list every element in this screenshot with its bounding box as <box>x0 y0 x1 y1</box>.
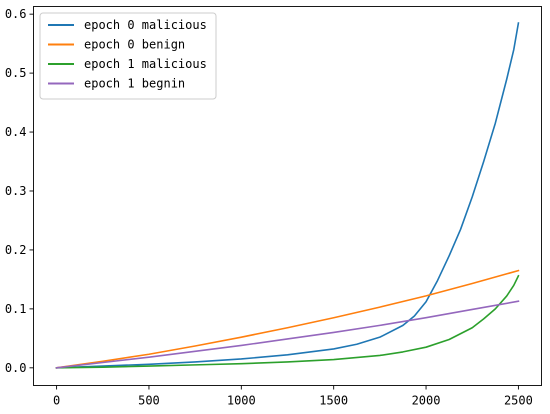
y-tick-label: 0.3 <box>5 184 27 198</box>
y-tick-label: 0.0 <box>5 361 27 375</box>
x-tick-label: 2000 <box>412 394 441 408</box>
x-tick-label: 500 <box>138 394 160 408</box>
x-tick-label: 0 <box>53 394 60 408</box>
y-tick-label: 0.4 <box>5 125 27 139</box>
axes-frame <box>33 6 542 386</box>
y-tick-label: 0.1 <box>5 302 27 316</box>
series-line-3 <box>55 300 520 369</box>
legend-label-3: epoch 1 begnin <box>84 77 185 91</box>
legend-box <box>39 12 217 100</box>
legend-label-2: epoch 1 malicious <box>84 57 207 71</box>
series-group <box>55 22 520 369</box>
legend-label-0: epoch 0 malicious <box>84 18 207 32</box>
y-tick-label: 0.6 <box>5 7 27 21</box>
y-tick-label: 0.2 <box>5 243 27 257</box>
series-layer <box>55 22 520 369</box>
series-line-0 <box>55 22 520 369</box>
legend-label-1: epoch 0 benign <box>84 38 185 52</box>
x-tick-label: 1000 <box>227 394 256 408</box>
series-line-1 <box>55 269 520 369</box>
y-tick-label: 0.5 <box>5 66 27 80</box>
x-tick-label: 1500 <box>319 394 348 408</box>
legend: epoch 0 malicious epoch 0 benign epoch 1 m… <box>39 12 217 100</box>
x-tick-label: 2500 <box>504 394 533 408</box>
axes: 0 500 1000 1500 2000 2500 0.0 0.1 0.2 0.3 0.4 0.5 0.… <box>5 6 542 408</box>
